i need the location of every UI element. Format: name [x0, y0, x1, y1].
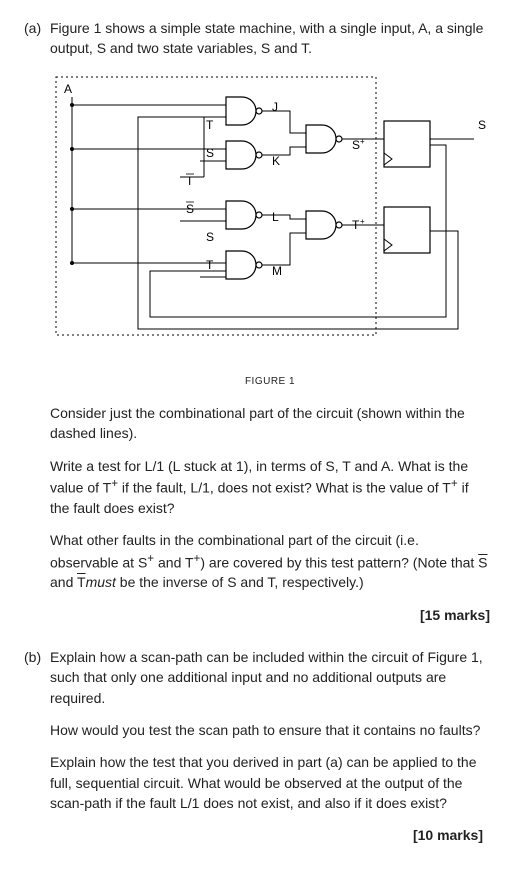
part-a-intro: Figure 1 shows a simple state machine, w… — [50, 18, 490, 59]
part-b-body: Explain how a scan-path can be included … — [50, 647, 483, 861]
para-consider: Consider just the combinational part of … — [50, 403, 490, 444]
para-b1: Explain how a scan-path can be included … — [50, 647, 483, 708]
svg-text:+: + — [360, 137, 365, 146]
circuit-diagram: ATSTSSTJKLMS+T+S — [50, 71, 490, 371]
svg-text:S: S — [478, 118, 486, 132]
marks-b: [10 marks] — [50, 825, 483, 845]
para-other-faults: What other faults in the combinational p… — [50, 530, 490, 593]
svg-text:T: T — [186, 174, 194, 188]
part-b: (b) Explain how a scan-path can be inclu… — [24, 647, 483, 861]
svg-text:S: S — [206, 146, 214, 160]
svg-text:K: K — [272, 154, 280, 168]
para-b2: How would you test the scan path to ensu… — [50, 720, 483, 740]
svg-text:L: L — [272, 210, 279, 224]
svg-text:T: T — [206, 258, 214, 272]
svg-text:M: M — [272, 264, 282, 278]
part-a-body: Figure 1 shows a simple state machine, w… — [50, 18, 490, 641]
svg-text:T: T — [352, 218, 360, 232]
part-a-label: (a) — [24, 18, 50, 641]
t-bar: T — [77, 574, 86, 590]
svg-text:+: + — [360, 217, 365, 226]
svg-text:S: S — [206, 230, 214, 244]
figure-caption: FFIGURE 1IGURE 1 — [50, 375, 490, 390]
svg-text:S: S — [186, 202, 194, 216]
svg-text:S: S — [352, 138, 360, 152]
plus-sup: + — [451, 477, 458, 490]
svg-text:J: J — [272, 100, 278, 114]
svg-text:T: T — [206, 118, 214, 132]
para-test-l1: Write a test for L/1 (L stuck at 1), in … — [50, 456, 490, 519]
part-a: (a) Figure 1 shows a simple state machin… — [24, 18, 483, 641]
para-b3: Explain how the test that you derived in… — [50, 752, 483, 813]
marks-a: [15 marks] — [50, 605, 490, 625]
figure-1: ATSTSSTJKLMS+T+S FFIGURE 1IGURE 1 — [50, 71, 490, 390]
svg-text:A: A — [64, 82, 72, 96]
s-bar: S — [478, 554, 487, 570]
part-b-label: (b) — [24, 647, 50, 861]
